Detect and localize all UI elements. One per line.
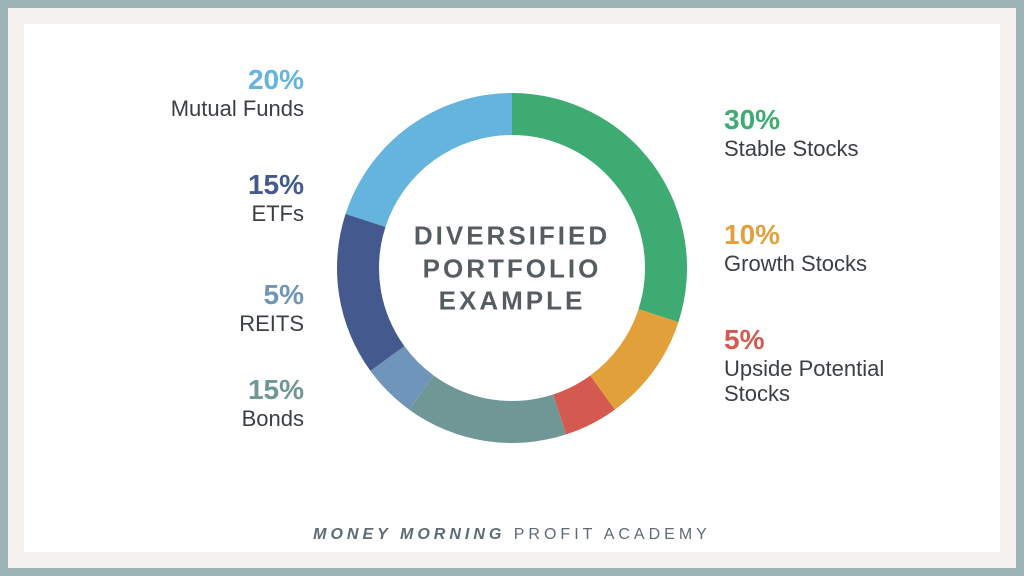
outer-frame: DIVERSIFIED PORTFOLIO EXAMPLE 30% Stable… [0,0,1024,576]
label-name: Bonds [44,406,304,431]
label-bonds: 15% Bonds [44,374,304,431]
label-name: Mutual Funds [44,96,304,121]
slice-bonds [409,376,566,443]
label-upside-stocks: 5% Upside Potential Stocks [724,324,984,407]
label-etfs: 15% ETFs [44,169,304,226]
label-name: Upside Potential Stocks [724,356,984,407]
label-name: Stable Stocks [724,136,984,161]
label-pct: 5% [44,279,304,311]
label-growth-stocks: 10% Growth Stocks [724,219,984,276]
label-mutual-funds: 20% Mutual Funds [44,64,304,121]
label-pct: 15% [44,169,304,201]
label-name: ETFs [44,201,304,226]
content-panel: DIVERSIFIED PORTFOLIO EXAMPLE 30% Stable… [24,24,1000,552]
chart-center-title: DIVERSIFIED PORTFOLIO EXAMPLE [382,219,642,317]
footer-brand-light: PROFIT ACADEMY [505,526,711,543]
footer-brand-bold: MONEY MORNING [313,526,505,543]
label-pct: 20% [44,64,304,96]
label-pct: 5% [724,324,984,356]
label-name: REITS [44,311,304,336]
chart-area: DIVERSIFIED PORTFOLIO EXAMPLE 30% Stable… [24,24,1000,512]
slice-mutual_funds [346,93,512,227]
footer-brand: MONEY MORNING PROFIT ACADEMY [24,526,1000,544]
label-pct: 30% [724,104,984,136]
label-name: Growth Stocks [724,251,984,276]
label-pct: 15% [44,374,304,406]
label-pct: 10% [724,219,984,251]
label-reits: 5% REITS [44,279,304,336]
label-stable-stocks: 30% Stable Stocks [724,104,984,161]
